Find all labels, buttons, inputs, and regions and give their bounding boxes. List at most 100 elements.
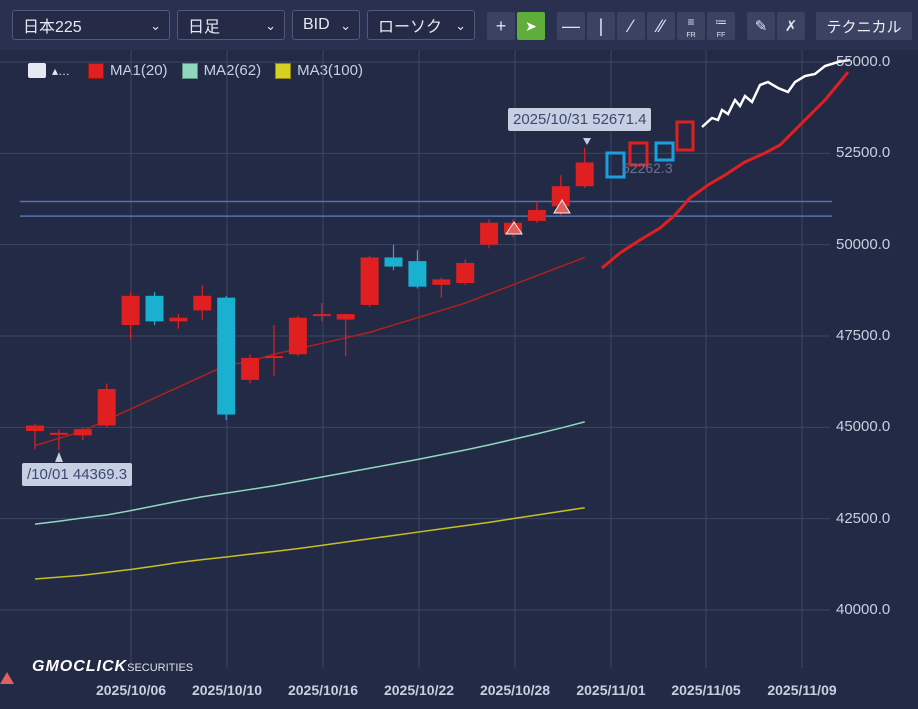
price-tick-label: 45000.0 [836,418,891,436]
candle-body[interactable] [26,425,44,431]
price-type-dropdown[interactable]: BID ⌄ [292,10,360,40]
price-tick-label: 42500.0 [836,509,891,527]
fibonacci-retracement-icon: ≡ [687,15,695,29]
legend-ma1[interactable]: MA1(20) [88,62,168,79]
eraser-icon: ✎ [754,18,768,35]
candle-body[interactable] [145,295,164,322]
price-tick-label: 50000.0 [836,235,891,253]
chart-style-label: ローソク [378,19,443,36]
symbol-label: 日本225 [23,19,82,36]
candle-body[interactable] [456,262,475,284]
candle-body[interactable] [432,279,451,285]
fibonacci-fan-icon: ≔ [715,15,727,29]
candle-body[interactable] [217,297,236,415]
technical-label: テクニカル [826,18,902,36]
candle-body[interactable] [49,432,68,435]
horizontal-line-button[interactable]: — [557,12,585,40]
chevron-down-icon: ⌄ [455,18,466,33]
high-price-tooltip: 2025/10/31 52671.4 [508,108,652,131]
date-tick-label: 2025/11/05 [671,682,741,698]
pointer-button[interactable]: ➤ [517,12,545,40]
brand-logo: GMOCLICKSECURITIES [32,658,193,676]
chevron-down-icon: ⌄ [265,18,276,33]
projection-line-white[interactable] [701,58,851,128]
ma2-label: MA2(62) [203,62,262,79]
up-signal-marker [0,672,14,684]
up-signal-marker [553,199,571,214]
candle-body[interactable] [97,388,116,426]
tooltip-pointer [55,452,63,462]
date-tick-label: 2025/10/22 [383,682,455,698]
price-type-label: BID [303,16,330,33]
horizontal-line-icon: — [562,15,580,36]
tooltip-pointer [583,138,591,145]
fibonacci-fan-button[interactable]: ≔ FF [707,12,735,40]
candle-body[interactable] [360,257,379,305]
candle-body[interactable] [504,222,522,234]
chart-style-dropdown[interactable]: ローソク ⌄ [367,10,475,40]
candle-body[interactable] [241,357,260,380]
erase-all-button[interactable]: ✗ [777,12,805,40]
fr-label: FR [686,32,696,39]
legend-ma2[interactable]: MA2(62) [181,62,262,79]
crosshair-button[interactable]: + [487,12,515,40]
collapse-legend-icon[interactable]: ▴… [52,63,71,78]
candle-body[interactable] [480,222,499,245]
parallel-lines-icon: ∕∕ [657,15,664,36]
candle-body[interactable] [121,295,140,326]
ma3-line[interactable] [34,506,585,580]
timeframe-dropdown[interactable]: 日足 ⌄ [177,10,285,40]
ma3-label: MA3(100) [297,62,363,79]
ma3-swatch [275,62,292,79]
annotation-box[interactable] [675,120,695,152]
date-tick-label: 2025/10/28 [479,682,551,698]
timeframe-label: 日足 [188,19,221,36]
cursor-arrow-icon: ➤ [525,17,537,34]
date-tick-label: 2025/10/16 [287,682,359,698]
candle-body[interactable] [312,314,331,317]
date-tick-label: 2025/11/09 [767,682,837,698]
candle-body[interactable] [408,261,427,287]
date-tick-label: 2025/10/10 [191,682,263,698]
legend-ma3[interactable]: MA3(100) [275,62,363,79]
candle-body[interactable] [288,317,307,355]
legend-settings-icon[interactable] [28,63,46,78]
candle-body[interactable] [169,317,188,322]
symbol-dropdown[interactable]: 日本225 ⌄ [12,10,170,40]
trend-line-button[interactable]: ∕ [617,12,645,40]
candle-body[interactable] [384,257,403,267]
fibonacci-retracement-button[interactable]: ≡ FR [677,12,705,40]
price-tick-label: 55000.0 [836,53,891,70]
ma1-line[interactable] [34,256,585,447]
ma1-label: MA1(20) [110,62,168,79]
toolbar: 日本225 ⌄ 日足 ⌄ BID ⌄ ローソク ⌄ + ➤ — | ∕ ∕∕ ≡… [0,0,918,50]
candle-body[interactable] [336,314,355,320]
parallel-lines-button[interactable]: ∕∕ [647,12,675,40]
brand-name: GMOCLICK [32,658,128,675]
chevron-down-icon: ⌄ [340,18,351,33]
candle-body[interactable] [73,429,92,436]
brand-suffix: SECURITIES [127,662,194,674]
trend-line-icon: ∕ [629,15,633,36]
technical-button[interactable]: テクニカル [816,12,912,40]
candle-body[interactable] [527,209,546,221]
annotation-box[interactable] [654,141,675,162]
vertical-line-icon: | [598,15,604,36]
crosshair-icon: + [495,15,507,36]
vertical-line-button[interactable]: | [587,12,615,40]
chevron-down-icon: ⌄ [150,18,161,33]
candle-body[interactable] [193,295,212,311]
erase-all-icon: ✗ [784,18,798,35]
eraser-button[interactable]: ✎ [747,12,775,40]
up-signal-marker [505,221,523,235]
candle-body[interactable] [551,186,570,207]
faint-price-label: 52262.3 [622,160,673,176]
price-tick-label: 52500.0 [836,144,891,162]
date-tick-label: 2025/10/06 [95,682,167,698]
candle-body[interactable] [575,162,594,187]
price-tick-label: 40000.0 [836,601,891,618]
candle-body[interactable] [265,356,283,359]
chart-legend: ▴… MA1(20) MA2(62) MA3(100) [28,62,377,79]
low-price-tooltip: /10/01 44369.3 [22,463,133,486]
